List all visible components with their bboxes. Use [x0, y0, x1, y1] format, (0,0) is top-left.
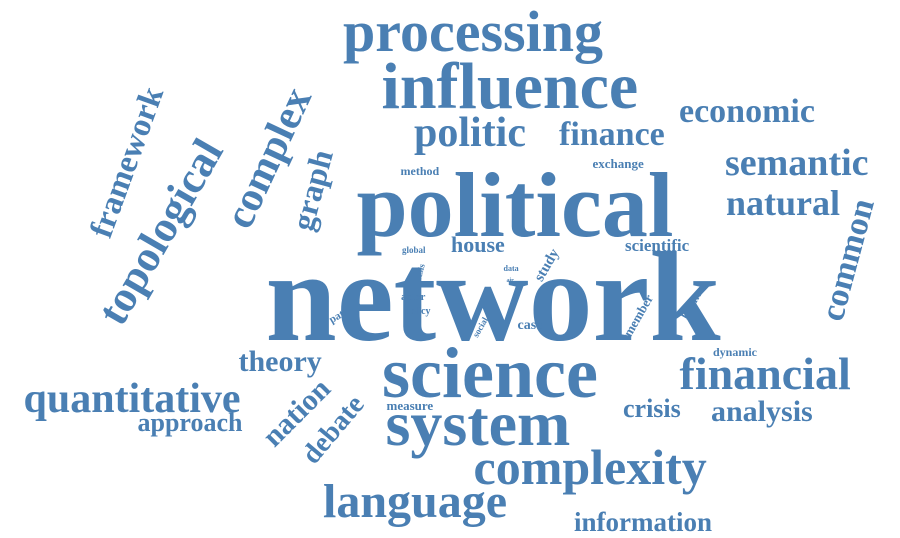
word-quantitative: quantitative — [23, 376, 241, 422]
word-system: system — [385, 388, 571, 459]
word-measure: measure — [386, 397, 434, 413]
word-politic: politic — [414, 110, 526, 156]
word-method: method — [400, 164, 440, 178]
word-air: air — [506, 278, 514, 284]
word-graph: graph — [283, 145, 340, 235]
word-financial: financial — [679, 348, 851, 399]
word-processing: processing — [343, 0, 603, 64]
word-theory: theory — [238, 345, 322, 378]
word-network: network — [265, 226, 721, 368]
word-dynamic: dynamic — [713, 345, 758, 359]
word-crisis: crisis — [623, 394, 681, 423]
word-actor: actor — [401, 290, 426, 303]
word-science: science — [382, 333, 598, 413]
word-complexity: complexity — [473, 439, 707, 495]
word-finance: finance — [559, 116, 665, 153]
word-data: data — [503, 264, 519, 273]
word-semantic: semantic — [725, 142, 869, 184]
word-house: house — [451, 232, 505, 257]
word-policy: policy — [405, 306, 431, 317]
word-global: global — [402, 244, 426, 255]
word-political: political — [356, 154, 674, 256]
word-economic: economic — [679, 93, 815, 130]
word-case: case — [517, 318, 543, 333]
word-information: information — [574, 506, 712, 537]
word-natural: natural — [726, 183, 841, 223]
word-language: language — [323, 475, 508, 528]
word-scientific: scientific — [625, 235, 690, 255]
word-exchange: exchange — [592, 155, 644, 171]
word-analysis: analysis — [711, 395, 813, 428]
word-approach: approach — [137, 408, 243, 437]
word-influence: influence — [381, 50, 639, 123]
